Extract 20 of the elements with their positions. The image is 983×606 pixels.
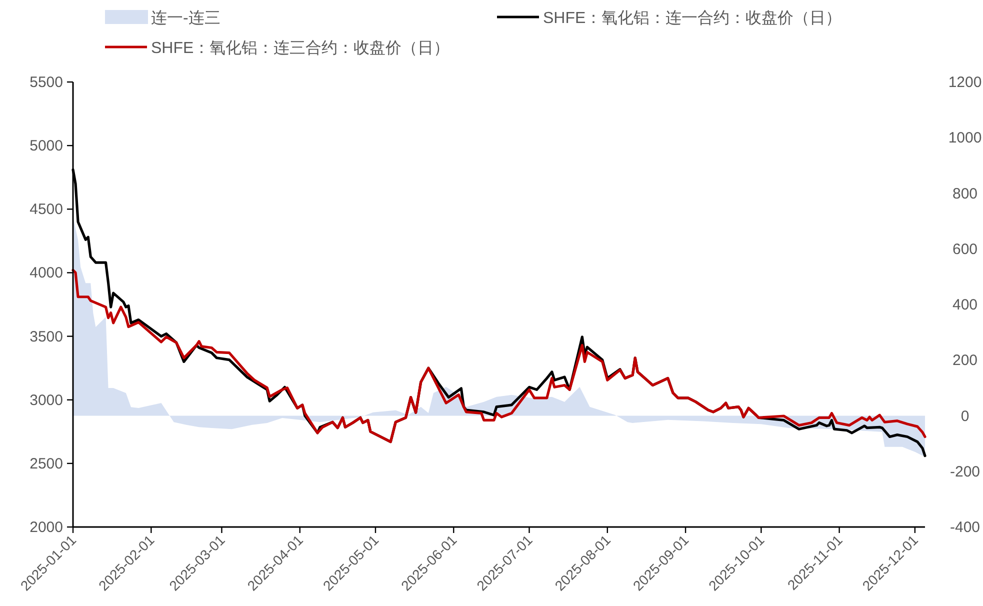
- y2-tick-label: 800: [952, 185, 978, 202]
- legend-label: SHFE：氧化铝：连一合约：收盘价（日）: [543, 9, 842, 27]
- y2-tick-label: 1200: [948, 74, 982, 91]
- y2-tick-label: -200: [950, 463, 980, 480]
- y-tick-label: 4000: [30, 264, 63, 282]
- y-tick-label: 3500: [30, 328, 63, 346]
- y2-tick-label: 0: [960, 408, 970, 425]
- y-tick-label: 5000: [30, 138, 63, 155]
- y-tick-label: 4500: [30, 201, 63, 218]
- legend-label: 连一-连三: [151, 9, 220, 27]
- y2-tick-label: 1000: [948, 130, 982, 147]
- y2-tick-label: 600: [952, 240, 978, 258]
- y2-tick-label: -400: [950, 519, 980, 536]
- legend-label: SHFE：氧化铝：连三合约：收盘价（日）: [151, 39, 450, 57]
- y-tick-label: 3000: [30, 392, 63, 409]
- y2-tick-label: 400: [952, 296, 978, 314]
- y2-tick-label: 200: [952, 352, 978, 370]
- y-tick-label: 2500: [30, 455, 63, 472]
- y-tick-label: 5500: [30, 74, 63, 91]
- y-tick-label: 2000: [30, 519, 63, 536]
